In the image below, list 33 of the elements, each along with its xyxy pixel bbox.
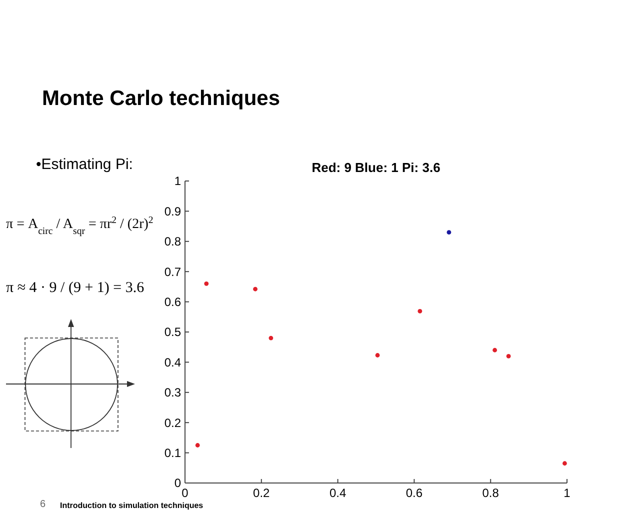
y-tick-label: 0.5 bbox=[164, 325, 182, 340]
y-tick-label: 0.2 bbox=[164, 416, 182, 430]
y-tick-label: 0.4 bbox=[164, 355, 182, 370]
point bbox=[418, 308, 422, 314]
text: •Estimating Pi: bbox=[36, 156, 133, 173]
text: π ≈ 4 · 9 / (9 + 1) = 3.6 bbox=[6, 280, 145, 296]
point bbox=[562, 461, 567, 466]
x-tick-label: 0.4 bbox=[329, 486, 346, 500]
y-tick-label: 0 bbox=[174, 476, 182, 490]
y-tick-label: 0.7 bbox=[164, 264, 182, 279]
point bbox=[506, 354, 511, 358]
chart-title: Red: 9 Blue: 1 Pi: 3.6 bbox=[312, 160, 440, 175]
point bbox=[492, 348, 497, 352]
text: Introduction to simulation techniques bbox=[60, 501, 204, 510]
x-tick-label: 0.6 bbox=[406, 486, 423, 500]
y-tick-label: 0.6 bbox=[164, 295, 182, 309]
y-tick-label: 0.3 bbox=[164, 386, 182, 400]
x-tick-label: 0.8 bbox=[482, 486, 500, 500]
y-tick-label: 0.8 bbox=[164, 234, 182, 249]
text: 6 bbox=[40, 499, 46, 510]
point bbox=[195, 443, 200, 448]
point bbox=[446, 230, 452, 235]
x-tick-label: 1 bbox=[564, 486, 571, 500]
point bbox=[204, 281, 209, 286]
y-tick-label: 0.9 bbox=[164, 204, 182, 218]
text: Monte Carlo techniques bbox=[42, 87, 280, 110]
y-tick-label: 0.1 bbox=[164, 446, 182, 460]
point bbox=[375, 353, 380, 358]
y-tick-label: 1 bbox=[174, 174, 182, 188]
point bbox=[253, 286, 258, 292]
x-tick-label: 0.2 bbox=[253, 486, 270, 500]
point bbox=[268, 336, 274, 340]
text: π = A$_{circ}$ / A$_{sqr}$ = πr$^{2}$ / (2r)$^{2}$ bbox=[6, 214, 154, 236]
